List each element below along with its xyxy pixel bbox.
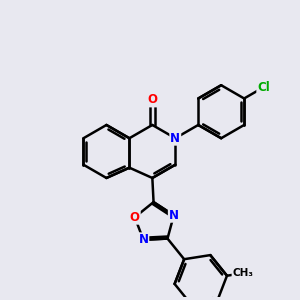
Text: N: N <box>138 233 148 246</box>
Text: O: O <box>130 211 140 224</box>
Text: N: N <box>170 132 180 145</box>
Text: N: N <box>169 209 179 222</box>
Text: Cl: Cl <box>257 81 270 94</box>
Text: O: O <box>147 93 157 106</box>
Text: CH₃: CH₃ <box>232 268 254 278</box>
